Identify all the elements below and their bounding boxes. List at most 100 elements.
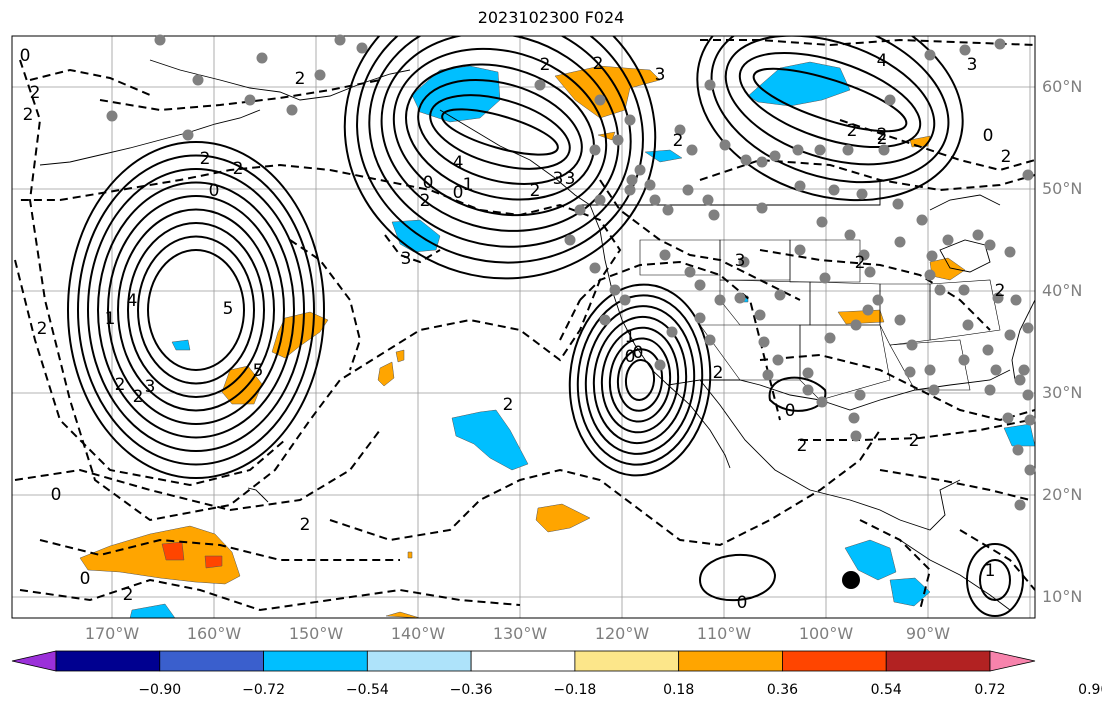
colorbar-tick: −0.18 [553,682,597,698]
station-marker [1022,322,1034,334]
station-marker [694,312,706,324]
orange-area [407,551,413,559]
colorbar-tick: 0.72 [974,682,1006,698]
station-marker [1024,464,1036,476]
orange-area [535,503,591,533]
longitude-label: 130°W [492,624,548,643]
contour-label: 3 [565,169,576,189]
blue-area [1003,423,1035,447]
contour-label: 2 [909,431,920,451]
longitude-label: 150°W [288,624,344,643]
colorbar [11,650,1036,672]
station-marker [708,209,720,221]
dashed-contour [29,68,151,96]
contour-label: 3 [553,169,564,189]
station-marker [666,326,678,338]
station-marker [626,174,638,186]
station-marker [674,124,686,136]
station-marker [958,284,970,296]
blue-area [844,539,897,581]
station-marker [962,319,974,331]
solid-contour [368,36,632,248]
station-marker [534,79,546,91]
contour-label: 2 [123,585,134,605]
station-marker [624,114,636,126]
longitude-label: 170°W [84,624,140,643]
solid-contour [67,141,325,479]
solid-contour [600,326,680,434]
station-marker [802,384,814,396]
yucatan [899,479,961,531]
station-marker [106,110,118,122]
contour-label: 2 [37,319,48,339]
latitude-label: 40°N [1042,281,1083,300]
station-marker [878,144,890,156]
station-marker [958,354,970,366]
colorbar-tick: −0.36 [449,682,493,698]
colorbar-segment [782,650,887,672]
contour-label: 3 [401,249,412,269]
contour-label: 2 [593,54,604,74]
station-marker [589,144,601,156]
contour-label: 2 [420,191,431,211]
solid-contour [392,47,608,217]
station-marker [906,339,918,351]
hawaii-islands [247,487,269,503]
longitude-label: 140°W [390,624,446,643]
colorbar-tick: −0.72 [242,682,285,698]
solid-contour [696,36,964,202]
solid-contour [137,235,255,385]
station-marker [694,279,706,291]
station-marker [704,79,716,91]
dashed-contour [699,158,1035,192]
longitude-label: 160°W [186,624,242,643]
contour-label: 0 [453,183,464,203]
solid-contour [77,154,315,466]
station-marker [1014,374,1026,386]
station-marker [894,314,906,326]
contour-label: 0 [423,173,434,193]
station-marker [682,184,694,196]
latitude-label: 60°N [1042,77,1083,96]
solid-contours [67,36,1024,617]
station-marker [934,284,946,296]
station-marker [942,234,954,246]
contour-label: 0 [785,401,796,421]
station-marker [192,74,204,86]
station-marker [864,266,876,278]
station-marker [894,236,906,248]
negative-anomaly-shading [129,61,1035,618]
station-marker [1022,169,1034,181]
coastlines [39,59,1035,611]
dashed-contours [14,38,1035,612]
station-marker [848,412,860,424]
solid-contour [429,94,571,170]
contour-label: 0 [633,343,644,363]
station-marker [594,94,606,106]
station-marker [816,216,828,228]
station-marker [589,262,601,274]
colorbar-segment [55,650,161,672]
contour-label: 3 [145,377,156,397]
station-marker [714,294,726,306]
station-marker [738,256,750,268]
longitude-label: 120°W [594,624,650,643]
contour-label: 0 [51,485,62,505]
solid-contour [107,195,285,425]
dashed-contour [839,119,1035,172]
contour-label: 2 [200,149,211,169]
station-marker [758,336,770,348]
contour-label: 0 [209,181,220,201]
contour-label: 1 [105,309,116,329]
station-marker [990,364,1002,376]
colorbar-segment [574,650,680,672]
station-marker [1004,246,1016,258]
solid-contour [724,36,936,166]
solid-contour [738,51,922,149]
contour-label: 0 [737,593,748,613]
colorbar-tick: 0.54 [870,682,902,698]
colorbar-segment [263,650,368,672]
solid-contour [592,315,688,445]
station-marker [1024,414,1036,426]
contour-label: 4 [877,51,888,71]
